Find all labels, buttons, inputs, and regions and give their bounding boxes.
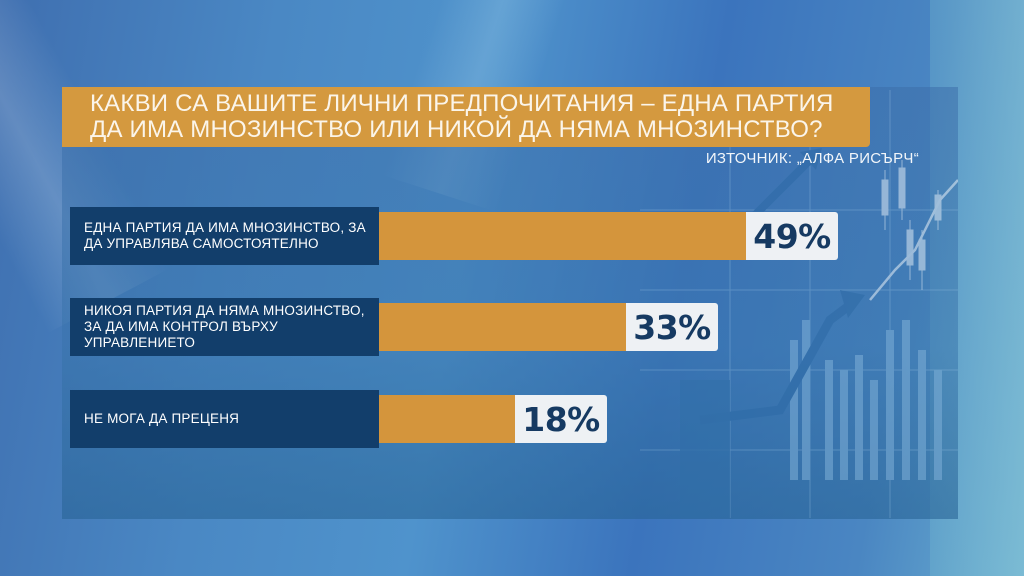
value-badge: 49%: [746, 212, 838, 260]
row-label-box: Не мога да преценя: [70, 390, 379, 448]
row-label: Не мога да преценя: [84, 411, 240, 426]
question-title-banner: Какви са вашите лични предпочитания – ед…: [62, 87, 870, 147]
bar-fill: [379, 212, 746, 260]
title-line-1: Какви са вашите лични предпочитания – ед…: [90, 90, 834, 117]
value-badge: 18%: [515, 395, 607, 443]
row-label: Една партия да има мнозинство, за да упр…: [84, 220, 366, 251]
decorative-stock-chart-icon: [640, 90, 958, 518]
bar-fill: [379, 395, 515, 443]
source-label: Източник: „Алфа Рисърч“: [705, 150, 919, 167]
row-label: Никоя партия да няма мнозинство, за да и…: [84, 303, 365, 350]
page-title: Какви са вашите лични предпочитания – ед…: [90, 91, 860, 143]
value-badge: 33%: [626, 303, 718, 351]
row-label-box: Никоя партия да няма мнозинство, за да и…: [70, 298, 379, 356]
row-label-box: Една партия да има мнозинство, за да упр…: [70, 207, 379, 265]
title-line-2: да има мнозинство или никой да няма мноз…: [90, 116, 823, 143]
bar-fill: [379, 303, 626, 351]
